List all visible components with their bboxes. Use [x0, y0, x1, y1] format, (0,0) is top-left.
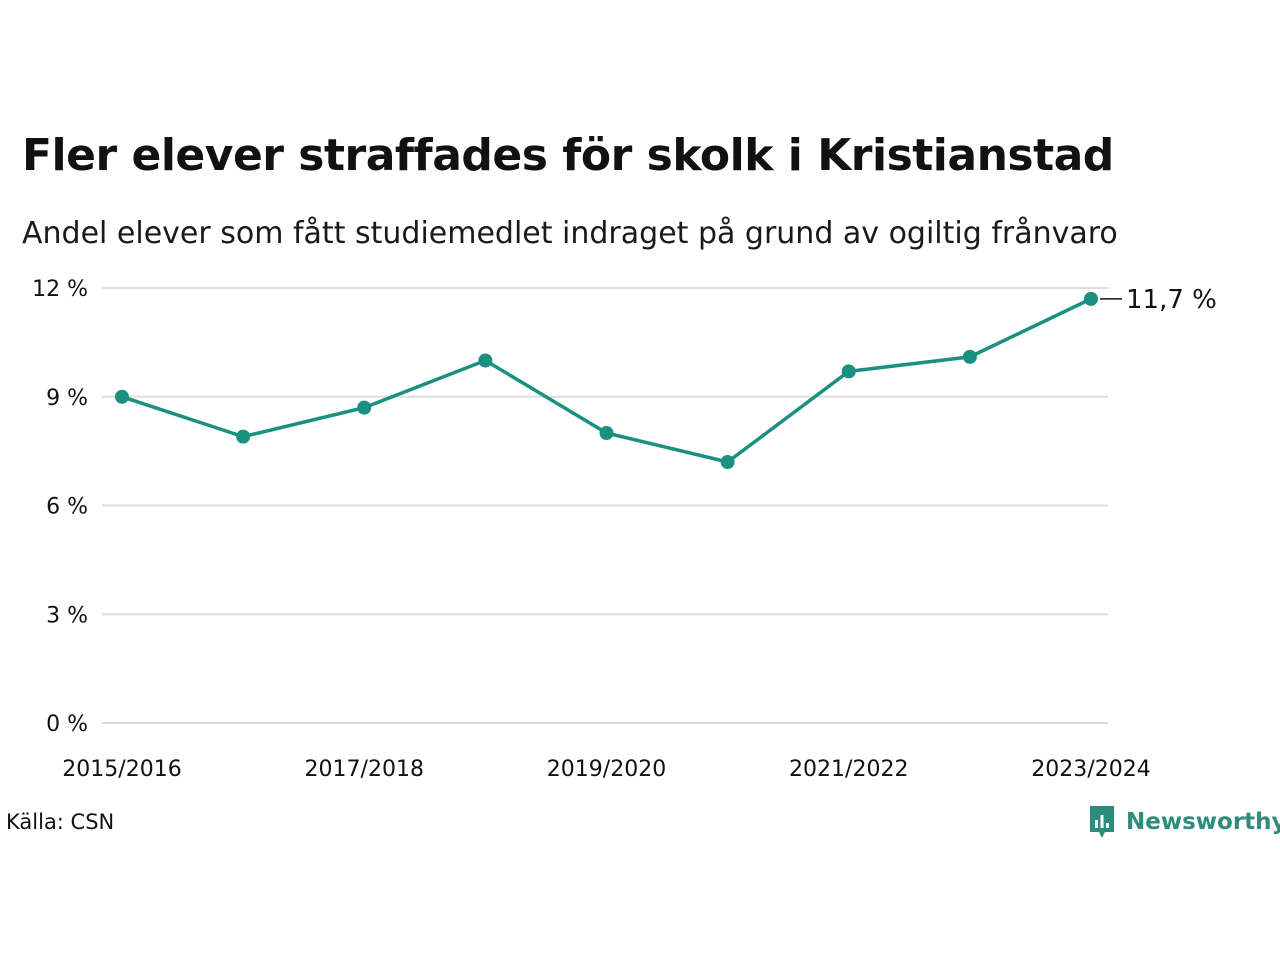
data-point	[478, 353, 493, 368]
data-point	[236, 429, 251, 444]
brand-name: Newsworthy	[1126, 809, 1280, 835]
data-point	[357, 400, 372, 415]
x-tick-label: 2019/2020	[547, 757, 666, 782]
chart-subtitle: Andel elever som fått studiemedlet indra…	[22, 216, 1118, 251]
x-tick-label: 2021/2022	[789, 757, 908, 782]
data-point	[720, 455, 735, 469]
chart-title: Fler elever straffades för skolk i Krist…	[22, 130, 1114, 181]
data-point	[841, 364, 856, 379]
y-tick-label: 3 %	[46, 603, 88, 628]
data-point	[1084, 291, 1098, 306]
data-point	[599, 426, 614, 440]
x-tick-label: 2023/2024	[1031, 757, 1150, 782]
y-tick-label: 9 %	[46, 386, 88, 411]
x-tick-label: 2015/2016	[62, 757, 181, 782]
brand-logo: Newsworthy	[1088, 804, 1280, 840]
data-point	[115, 389, 129, 404]
data-point	[962, 349, 977, 364]
y-tick-label: 6 %	[46, 495, 88, 520]
y-tick-label: 12 %	[32, 277, 88, 302]
newsworthy-logo-icon	[1090, 806, 1114, 838]
x-tick-label: 2017/2018	[305, 757, 424, 782]
y-tick-label: 0 %	[46, 712, 88, 737]
source-note: Källa: CSN	[6, 810, 115, 834]
end-value-label: 11,7 %	[1126, 285, 1217, 315]
